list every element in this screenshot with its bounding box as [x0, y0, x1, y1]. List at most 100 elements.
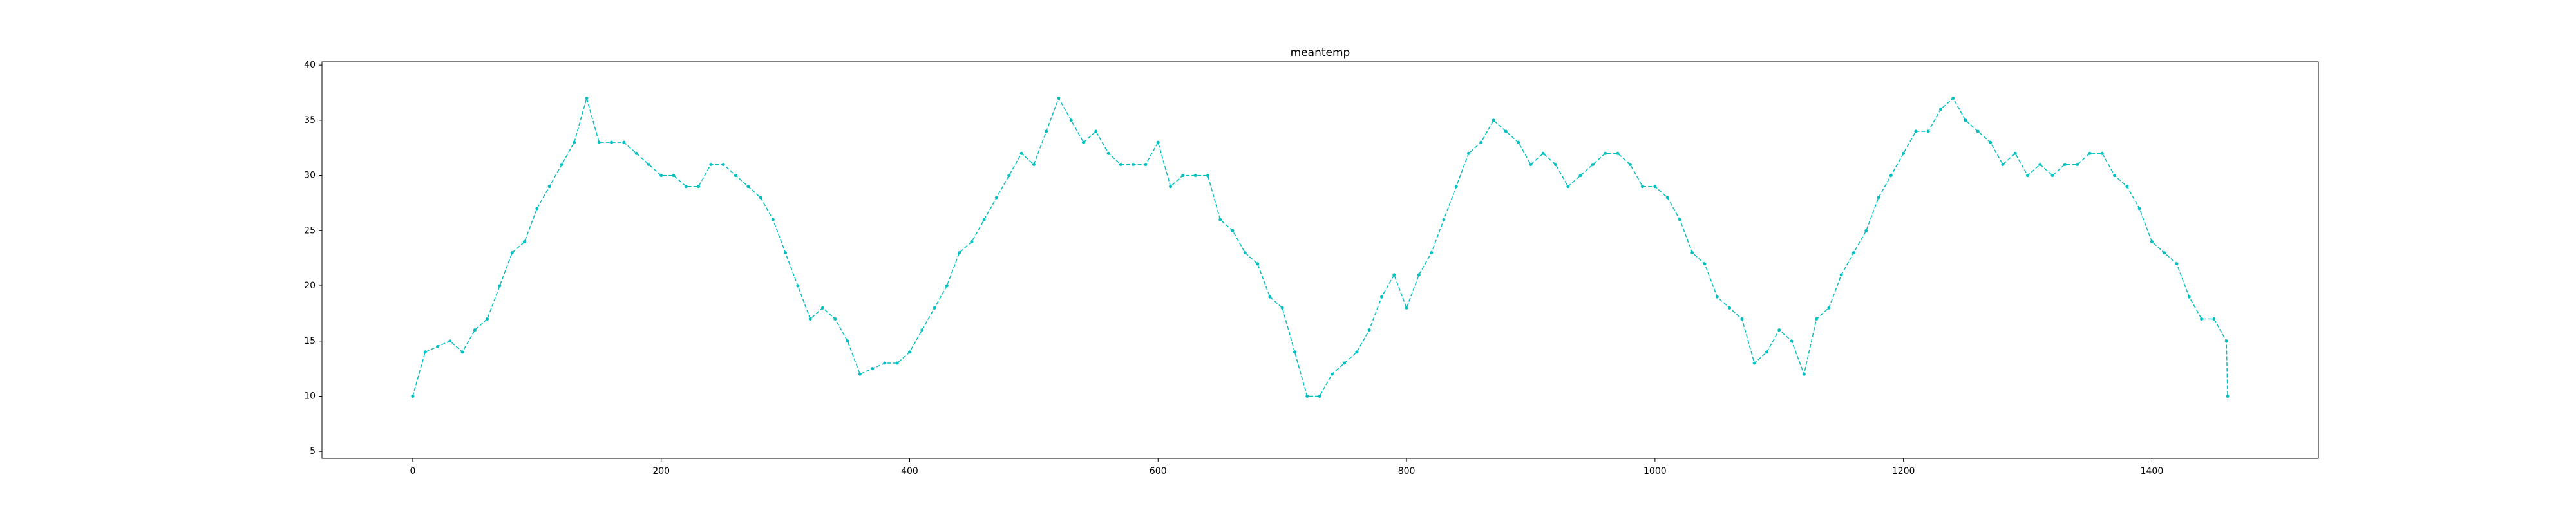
y-tick-label: 30: [304, 171, 316, 181]
marker: [1852, 251, 1855, 255]
marker: [1193, 174, 1197, 178]
marker: [1206, 174, 1209, 178]
marker: [2063, 162, 2067, 166]
marker: [1243, 251, 1247, 255]
marker: [1989, 140, 1993, 144]
marker: [2224, 339, 2228, 343]
marker: [1914, 129, 1918, 133]
marker: [634, 151, 638, 155]
marker: [1827, 306, 1831, 310]
marker: [622, 140, 626, 144]
marker: [1367, 328, 1371, 332]
x-tick-label: 800: [1398, 466, 1416, 476]
marker: [1305, 394, 1309, 398]
x-tick-label: 400: [901, 466, 918, 476]
marker: [1864, 229, 1868, 232]
marker: [1578, 174, 1582, 178]
y-tick-label: 15: [304, 336, 316, 346]
marker: [1032, 162, 1036, 166]
marker: [970, 239, 974, 243]
marker: [486, 317, 489, 321]
marker: [1280, 306, 1284, 310]
marker: [1703, 262, 1707, 266]
marker: [523, 239, 527, 243]
marker: [510, 251, 514, 255]
marker: [1926, 129, 1930, 133]
marker: [1728, 306, 1732, 310]
marker: [2088, 151, 2092, 155]
marker: [448, 339, 452, 343]
marker: [1802, 372, 1806, 376]
x-tick-label: 1000: [1643, 466, 1667, 476]
marker: [1479, 140, 1483, 144]
marker: [1256, 262, 1260, 266]
marker: [610, 140, 614, 144]
marker: [1007, 174, 1011, 178]
marker: [1169, 185, 1173, 189]
marker: [1877, 196, 1880, 200]
marker: [1330, 372, 1334, 376]
marker: [2113, 174, 2117, 178]
marker: [920, 328, 924, 332]
x-tick-label: 1200: [1892, 466, 1915, 476]
marker: [1268, 295, 1272, 299]
marker: [1430, 251, 1434, 255]
marker: [1976, 129, 1980, 133]
marker: [1057, 97, 1061, 100]
marker: [1939, 108, 1943, 111]
marker: [1839, 273, 1843, 277]
marker: [2050, 174, 2054, 178]
marker: [1293, 350, 1296, 354]
y-tick-label: 5: [310, 446, 316, 456]
marker: [895, 361, 899, 365]
marker: [1529, 162, 1533, 166]
marker: [709, 162, 713, 166]
marker: [2076, 162, 2079, 166]
marker: [1132, 162, 1135, 166]
marker: [1405, 306, 1408, 310]
y-tick-label: 40: [304, 60, 316, 70]
marker: [796, 284, 800, 288]
marker: [1069, 118, 1073, 122]
x-tick-label: 0: [410, 466, 415, 476]
marker: [1492, 118, 1495, 122]
marker: [871, 367, 875, 371]
marker: [1231, 229, 1235, 232]
marker: [1119, 162, 1122, 166]
marker: [1752, 361, 1756, 365]
marker: [771, 218, 775, 221]
marker: [1454, 185, 1458, 189]
marker: [945, 284, 949, 288]
marker: [2150, 239, 2154, 243]
plot-frame: [321, 61, 2319, 459]
marker: [907, 350, 911, 354]
marker: [746, 185, 750, 189]
marker: [883, 361, 887, 365]
marker: [2163, 251, 2166, 255]
marker: [1181, 174, 1185, 178]
marker: [721, 162, 725, 166]
marker: [1554, 162, 1558, 166]
marker: [1392, 273, 1396, 277]
marker: [684, 185, 688, 189]
marker: [1156, 140, 1160, 144]
marker: [647, 162, 650, 166]
marker: [1355, 350, 1359, 354]
y-tick-label: 20: [304, 281, 316, 291]
marker: [1417, 273, 1421, 277]
marker: [784, 251, 788, 255]
marker: [808, 317, 812, 321]
marker: [1019, 151, 1023, 155]
x-tick-label: 200: [652, 466, 670, 476]
marker: [1318, 394, 1321, 398]
y-tick-label: 35: [304, 115, 316, 126]
marker: [1442, 218, 1446, 221]
marker: [2212, 317, 2216, 321]
marker: [2200, 317, 2204, 321]
marker: [1106, 151, 1110, 155]
marker: [1665, 196, 1669, 200]
marker: [1082, 140, 1086, 144]
marker: [659, 174, 663, 178]
marker: [1964, 118, 1967, 122]
